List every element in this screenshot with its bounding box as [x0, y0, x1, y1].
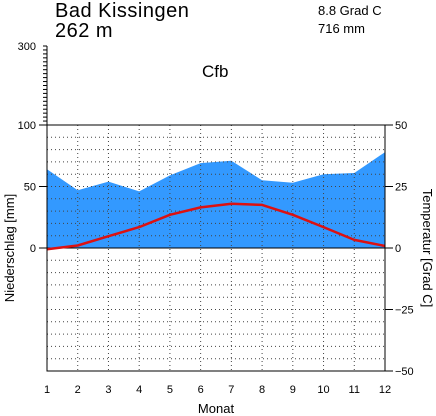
x-axis-tick-label: 3	[105, 384, 111, 396]
precipitation-area	[47, 152, 385, 248]
left-axis-title: Niederschlag [mm]	[2, 194, 17, 302]
station-elevation: 262 m	[55, 20, 114, 42]
right-axis-tick-label: −25	[395, 305, 414, 317]
x-axis-tick-label: 6	[198, 384, 204, 396]
right-axis-tick-label: 0	[395, 243, 401, 255]
grid-layer	[46, 124, 386, 372]
right-axis-tick-label: −50	[395, 366, 414, 378]
precipitation-layer	[46, 152, 386, 248]
x-axis-tick-label: 5	[167, 384, 173, 396]
climate-classification: Cfb	[202, 62, 229, 81]
left-axis-tick-label: 100	[18, 120, 36, 132]
temperature-line	[46, 202, 386, 251]
left-axis-tick-label: 0	[30, 243, 36, 255]
x-axis-tick-label: 7	[228, 384, 234, 396]
x-axis-tick-label: 11	[349, 384, 360, 396]
labels-layer: Monat Niederschlag [mm] Temperatur [Grad…	[2, 189, 435, 416]
x-axis-tick-label: 9	[290, 384, 296, 396]
right-axis-tick-label: 50	[395, 120, 407, 132]
x-axis-tick-label: 2	[75, 384, 81, 396]
right-axis-tick-label: 25	[395, 182, 407, 194]
mean-temperature: 8.8 Grad C	[318, 3, 382, 18]
left-axis-tick-label: 50	[24, 182, 36, 194]
x-axis-tick-label: 4	[136, 384, 142, 396]
x-axis-tick-label: 1	[44, 384, 50, 396]
annual-precipitation: 716 mm	[318, 21, 365, 36]
station-name: Bad Kissingen	[55, 0, 190, 22]
x-axis-tick-label: 8	[259, 384, 265, 396]
left-axis-tick-label: 300	[18, 41, 36, 53]
x-axis-title: Monat	[198, 401, 235, 416]
x-axis-tick-label: 10	[317, 384, 329, 396]
x-axis-tick-label: 12	[379, 384, 391, 396]
right-axis-title: Temperatur [Grad C]	[420, 189, 435, 308]
